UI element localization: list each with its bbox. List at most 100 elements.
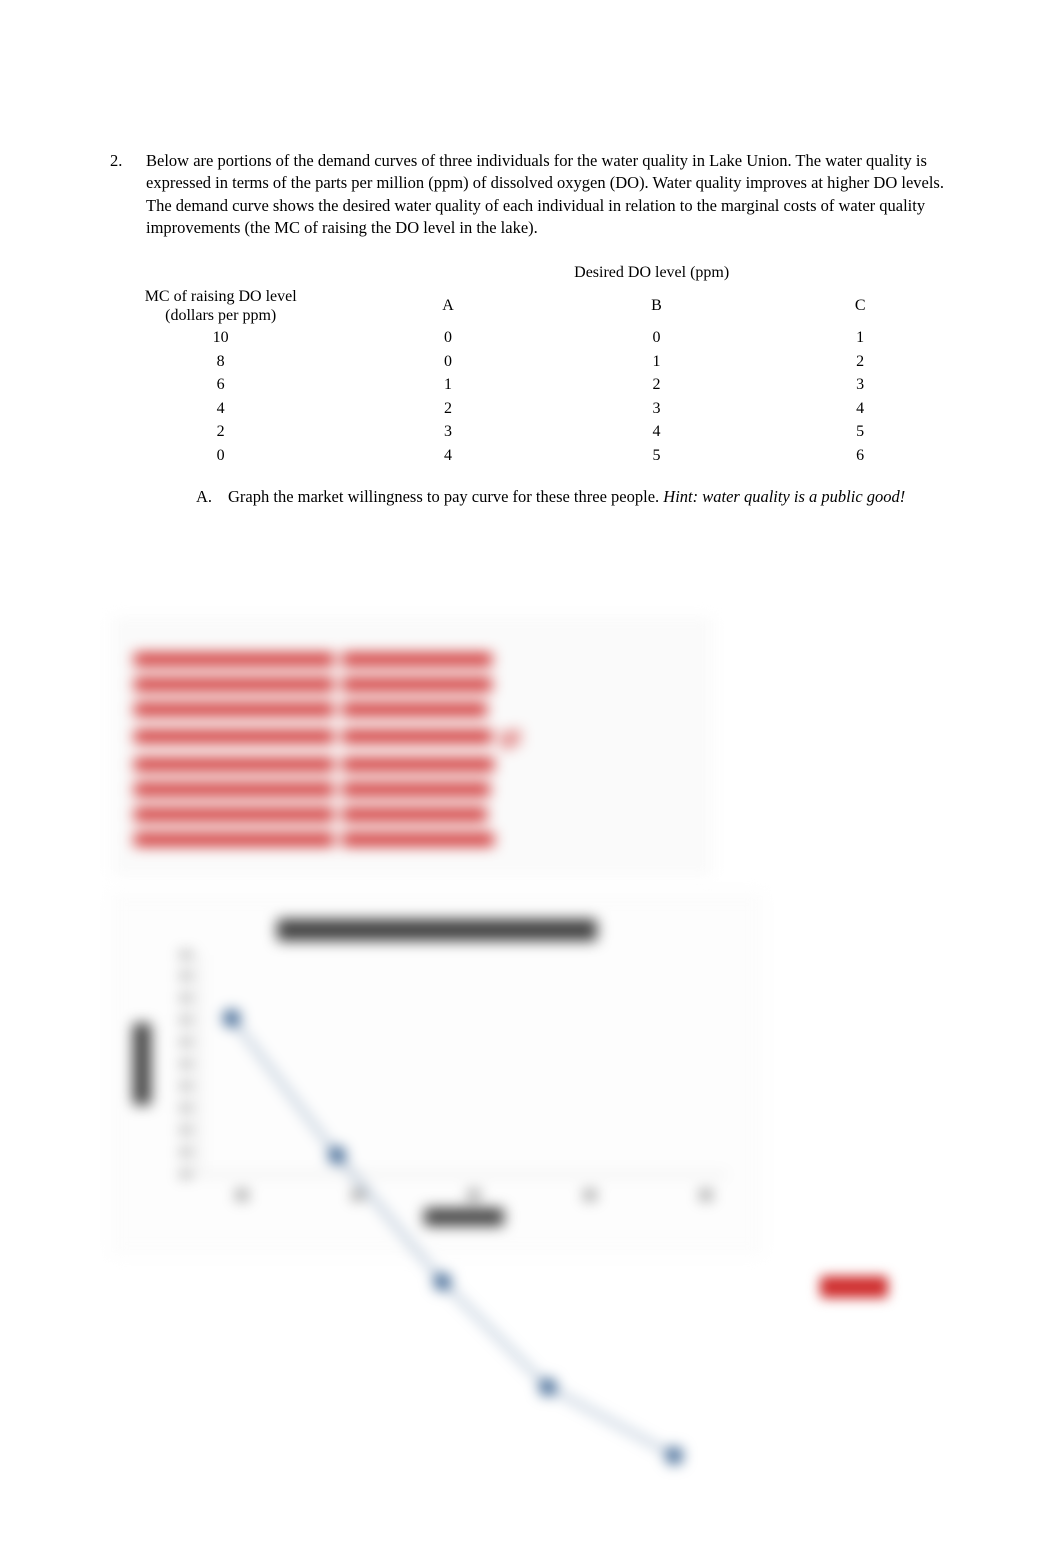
table-cell: 8	[100, 350, 341, 374]
subpart-letter: A.	[196, 486, 228, 508]
table-row-header: MC of raising DO level (dollars per ppm)	[100, 286, 341, 326]
blurred-red-row	[134, 647, 690, 672]
chart-marker	[539, 1378, 556, 1395]
blurred-red-row	[134, 827, 690, 852]
table-cell: 3	[555, 397, 759, 421]
table-cell: 0	[341, 350, 554, 374]
chart-ylabel	[133, 1023, 151, 1105]
chart-xticklabel	[468, 1190, 480, 1200]
blurred-red-segment	[342, 783, 490, 796]
chart-yticklabel	[180, 1083, 192, 1089]
chart-yticklabel	[180, 1105, 192, 1111]
blurred-red-segment	[134, 703, 334, 716]
chart-yticklabel	[180, 995, 192, 1001]
table-cell: 2	[758, 350, 962, 374]
table-cell: 4	[341, 444, 554, 468]
table-row: 2345	[100, 420, 962, 444]
chart-yticklabel	[180, 1061, 192, 1067]
blurred-red-segment	[134, 783, 334, 796]
question-text: Below are portions of the demand curves …	[146, 150, 962, 239]
table-row: 0456	[100, 444, 962, 468]
demand-table: Desired DO level (ppm) MC of raising DO …	[100, 261, 962, 468]
blurred-red-row	[134, 802, 690, 827]
blurred-answer-region: gt	[112, 618, 962, 1254]
chart-title	[277, 919, 597, 941]
blurred-red-row	[134, 777, 690, 802]
table-cell: 0	[100, 444, 341, 468]
chart-yticklabel	[180, 1171, 192, 1177]
table-cell: 1	[341, 373, 554, 397]
chart-xticklabel	[584, 1190, 596, 1200]
table-cell: 0	[341, 326, 554, 350]
blurred-corner-badge	[820, 1276, 888, 1298]
table-row: 10001	[100, 326, 962, 350]
table-cell: 5	[758, 420, 962, 444]
blurred-red-row: gt	[134, 722, 690, 752]
table-row: 6123	[100, 373, 962, 397]
table-cell: 6	[100, 373, 341, 397]
question-number: 2.	[100, 150, 146, 239]
subpart-a: A. Graph the market willingness to pay c…	[146, 486, 962, 508]
subpart-hint: Hint: water quality is a public good!	[663, 487, 905, 506]
blurred-red-segment	[342, 833, 494, 846]
question-2: 2. Below are portions of the demand curv…	[100, 150, 962, 239]
table-cell: 1	[555, 350, 759, 374]
table-cell: 2	[100, 420, 341, 444]
chart-yticklabel	[180, 1127, 192, 1133]
blurred-red-row	[134, 697, 690, 722]
blurred-red-panel: gt	[112, 618, 712, 876]
table-row: 8012	[100, 350, 962, 374]
blurred-red-segment	[342, 808, 487, 821]
col-c: C	[758, 286, 962, 326]
chart-plot-area	[199, 955, 727, 1175]
table-cell: 3	[341, 420, 554, 444]
table-cell: 3	[758, 373, 962, 397]
blurred-gt-marker: gt	[500, 722, 521, 752]
blurred-red-segment	[134, 833, 334, 846]
blurred-red-segment	[342, 703, 487, 716]
table-row: 4234	[100, 397, 962, 421]
chart-polyline	[232, 1018, 675, 1455]
chart-yticklabel	[180, 973, 192, 979]
table-cell: 4	[100, 397, 341, 421]
table-cell: 4	[758, 397, 962, 421]
chart-marker	[666, 1447, 683, 1464]
col-a: A	[341, 286, 554, 326]
chart-yticklabel	[180, 1039, 192, 1045]
chart-marker	[434, 1273, 451, 1290]
subpart-plain: Graph the market willingness to pay curv…	[228, 487, 663, 506]
chart-yticklabel	[180, 1149, 192, 1155]
table-cell: 2	[341, 397, 554, 421]
blurred-red-segment	[134, 653, 334, 666]
row-header-line2: (dollars per ppm)	[165, 307, 276, 324]
blurred-red-segment	[342, 653, 492, 666]
chart-yticklabel	[180, 1017, 192, 1023]
table-group-header: Desired DO level (ppm)	[341, 261, 962, 286]
blurred-red-segment	[342, 758, 494, 771]
table-cell: 1	[758, 326, 962, 350]
chart-marker	[223, 1009, 240, 1026]
table-cell: 0	[555, 326, 759, 350]
blurred-red-segment	[134, 730, 334, 743]
blurred-red-segment	[342, 730, 492, 743]
table-cell: 2	[555, 373, 759, 397]
blurred-red-row	[134, 672, 690, 697]
table-cell: 10	[100, 326, 341, 350]
blurred-red-segment	[134, 808, 334, 821]
chart-xticklabel	[352, 1190, 364, 1200]
table-cell: 5	[555, 444, 759, 468]
chart-xticklabel	[700, 1190, 712, 1200]
blurred-red-segment	[134, 678, 334, 691]
chart-line	[200, 955, 727, 1482]
row-header-line1: MC of raising DO level	[145, 288, 297, 305]
blurred-chart-panel	[112, 894, 762, 1254]
chart-xticklabel	[236, 1190, 248, 1200]
blurred-red-segment	[342, 678, 492, 691]
col-b: B	[555, 286, 759, 326]
blurred-red-row	[134, 752, 690, 777]
subpart-text: Graph the market willingness to pay curv…	[228, 486, 962, 508]
table-cell: 6	[758, 444, 962, 468]
blurred-red-segment	[134, 758, 334, 771]
table-cell: 4	[555, 420, 759, 444]
chart-yticklabel	[180, 952, 192, 958]
